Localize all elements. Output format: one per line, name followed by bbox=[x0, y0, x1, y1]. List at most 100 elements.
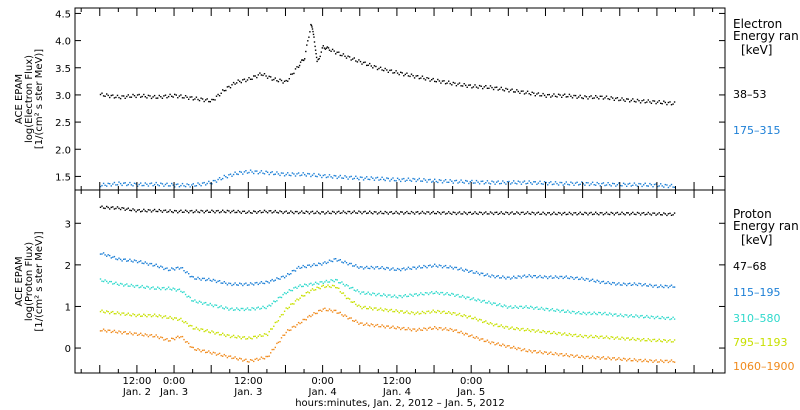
data-point bbox=[308, 173, 311, 175]
data-point bbox=[273, 211, 275, 213]
data-point bbox=[508, 276, 510, 278]
data-point bbox=[231, 307, 233, 309]
data-point bbox=[296, 66, 298, 68]
data-point bbox=[516, 211, 518, 213]
data-point bbox=[240, 171, 242, 173]
data-point bbox=[310, 315, 312, 318]
data-point bbox=[214, 99, 216, 101]
data-point bbox=[249, 78, 252, 80]
data-point bbox=[322, 45, 324, 47]
data-point bbox=[373, 211, 376, 213]
data-point bbox=[379, 210, 382, 213]
data-point bbox=[480, 211, 482, 214]
data-point bbox=[172, 268, 174, 270]
data-point bbox=[655, 102, 657, 105]
data-point bbox=[158, 287, 160, 290]
data-point bbox=[627, 337, 629, 339]
data-point bbox=[636, 315, 639, 317]
data-point bbox=[294, 270, 297, 272]
data-point bbox=[352, 265, 354, 267]
data-point bbox=[115, 258, 117, 260]
data-point bbox=[288, 306, 290, 309]
data-point bbox=[318, 287, 320, 289]
data-point bbox=[503, 213, 506, 215]
data-point bbox=[387, 213, 389, 215]
data-point bbox=[404, 294, 406, 296]
data-point bbox=[381, 212, 383, 215]
data-point bbox=[160, 182, 162, 184]
data-point bbox=[460, 330, 462, 333]
data-point bbox=[621, 336, 623, 338]
data-point bbox=[270, 76, 272, 78]
data-point bbox=[214, 279, 216, 282]
data-point bbox=[260, 307, 263, 310]
data-point bbox=[448, 311, 450, 313]
data-point bbox=[533, 350, 535, 352]
data-point bbox=[158, 314, 160, 316]
data-point bbox=[341, 314, 343, 316]
data-point bbox=[271, 212, 273, 214]
data-point bbox=[666, 103, 668, 106]
y-label-line: ACE EPAM bbox=[14, 74, 25, 124]
data-point bbox=[274, 77, 276, 79]
data-point bbox=[234, 336, 236, 339]
data-point bbox=[520, 305, 523, 308]
data-point bbox=[514, 347, 516, 349]
data-point bbox=[526, 307, 529, 309]
data-point bbox=[511, 182, 513, 184]
data-point bbox=[567, 183, 569, 186]
data-point bbox=[203, 277, 205, 280]
data-point bbox=[488, 182, 490, 184]
data-point bbox=[475, 270, 478, 273]
data-point bbox=[406, 210, 408, 213]
data-point bbox=[242, 336, 244, 338]
data-point bbox=[163, 209, 165, 212]
data-point bbox=[220, 354, 222, 357]
data-point bbox=[361, 291, 363, 293]
data-point bbox=[184, 209, 187, 211]
data-point bbox=[174, 317, 176, 319]
data-point bbox=[319, 55, 321, 58]
data-point bbox=[548, 310, 550, 312]
data-point bbox=[465, 268, 467, 271]
data-point bbox=[201, 98, 204, 100]
data-point bbox=[172, 96, 174, 98]
data-point bbox=[130, 96, 133, 98]
data-point bbox=[320, 51, 322, 53]
data-point bbox=[263, 209, 266, 212]
data-point bbox=[557, 184, 560, 186]
data-point bbox=[602, 312, 605, 315]
data-point bbox=[542, 353, 544, 355]
data-point bbox=[171, 337, 173, 339]
data-point bbox=[336, 312, 338, 314]
data-point bbox=[584, 211, 586, 214]
data-point bbox=[565, 334, 567, 336]
y-label-line: [1/(cm² s ster MeV)] bbox=[34, 49, 45, 149]
data-point bbox=[296, 298, 298, 300]
data-point bbox=[240, 338, 242, 340]
data-point bbox=[551, 213, 554, 215]
data-point bbox=[635, 101, 637, 103]
data-point bbox=[220, 282, 222, 284]
data-point bbox=[201, 182, 204, 184]
data-point bbox=[559, 275, 561, 278]
data-point bbox=[294, 300, 297, 302]
data-point bbox=[245, 358, 247, 360]
data-point bbox=[435, 290, 437, 293]
data-point bbox=[452, 211, 454, 213]
data-point bbox=[276, 277, 278, 279]
data-point bbox=[189, 210, 191, 212]
data-point bbox=[107, 282, 109, 284]
data-point bbox=[533, 329, 535, 331]
data-point bbox=[616, 97, 619, 99]
data-point bbox=[593, 184, 595, 186]
data-point bbox=[195, 209, 198, 211]
data-point bbox=[474, 299, 476, 301]
data-point bbox=[316, 210, 318, 213]
data-point bbox=[373, 325, 376, 328]
data-point bbox=[164, 183, 167, 186]
data-point bbox=[198, 329, 201, 332]
data-point bbox=[208, 331, 210, 333]
data-point bbox=[297, 299, 300, 301]
data-point bbox=[194, 278, 196, 280]
